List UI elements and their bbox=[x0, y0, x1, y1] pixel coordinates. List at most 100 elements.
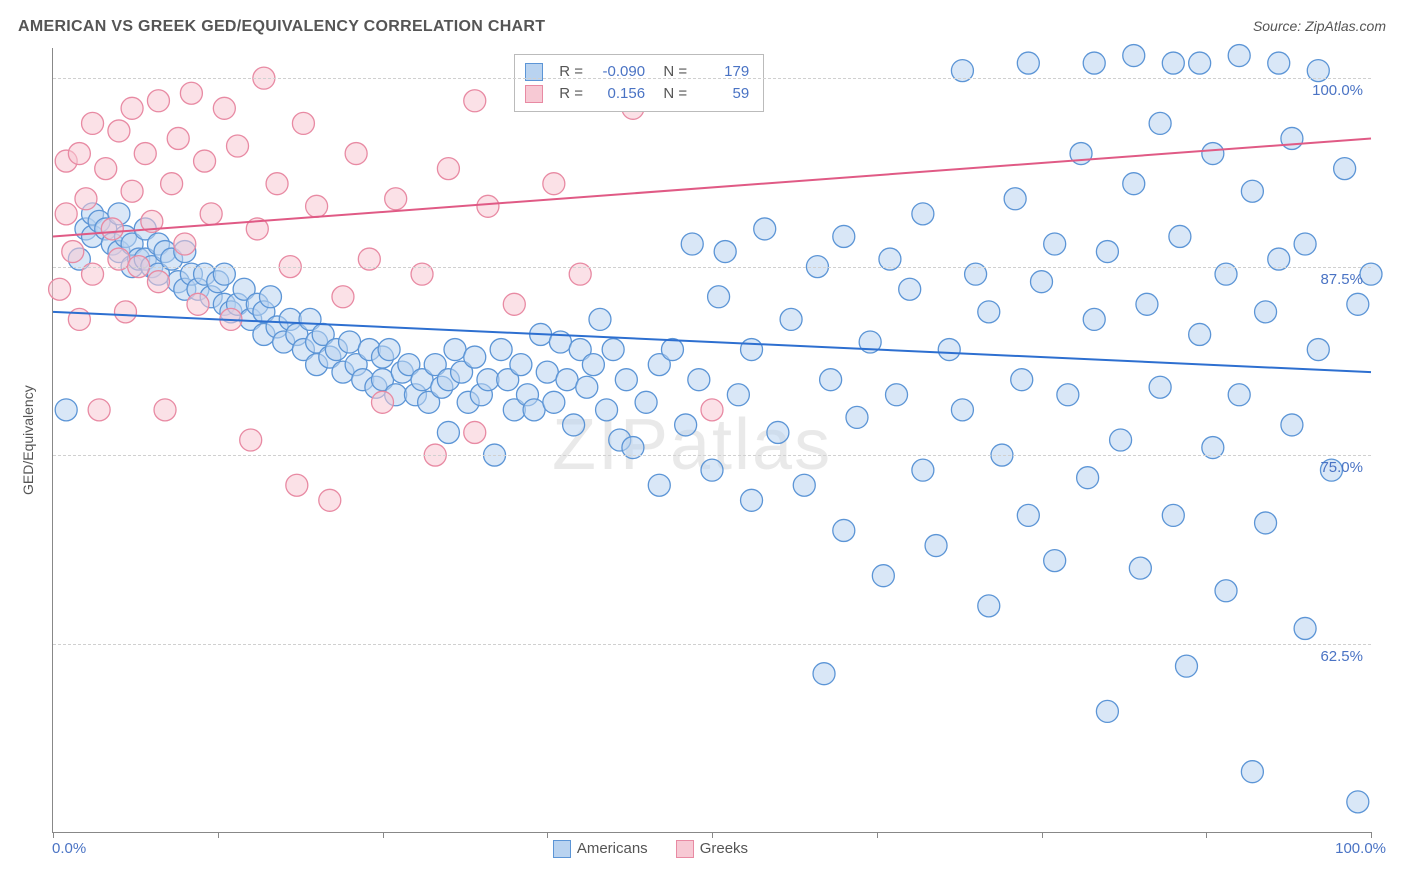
n-label: N = bbox=[655, 83, 687, 105]
data-point bbox=[372, 391, 394, 413]
data-point bbox=[1123, 45, 1145, 67]
data-point bbox=[701, 459, 723, 481]
data-point bbox=[82, 112, 104, 134]
y-tick-label: 75.0% bbox=[1320, 459, 1363, 476]
data-point bbox=[194, 150, 216, 172]
data-point bbox=[95, 158, 117, 180]
x-tick bbox=[1206, 832, 1207, 838]
data-point bbox=[1123, 173, 1145, 195]
data-point bbox=[1241, 761, 1263, 783]
series-legend: Americans Greeks bbox=[553, 840, 748, 858]
data-point bbox=[661, 339, 683, 361]
data-point bbox=[510, 354, 532, 376]
data-point bbox=[793, 474, 815, 496]
data-point bbox=[1281, 127, 1303, 149]
data-point bbox=[1347, 791, 1369, 813]
data-point bbox=[727, 384, 749, 406]
data-point bbox=[1004, 188, 1026, 210]
data-point bbox=[55, 203, 77, 225]
data-point bbox=[62, 241, 84, 263]
data-point bbox=[385, 188, 407, 210]
data-point bbox=[602, 339, 624, 361]
data-point bbox=[147, 90, 169, 112]
data-point bbox=[1215, 580, 1237, 602]
data-point bbox=[1110, 429, 1132, 451]
y-tick-label: 62.5% bbox=[1320, 648, 1363, 665]
data-point bbox=[464, 346, 486, 368]
data-point bbox=[167, 127, 189, 149]
data-point bbox=[378, 339, 400, 361]
data-point bbox=[899, 278, 921, 300]
data-point bbox=[701, 399, 723, 421]
x-tick bbox=[547, 832, 548, 838]
data-point bbox=[227, 135, 249, 157]
data-point bbox=[49, 278, 71, 300]
data-point bbox=[576, 376, 598, 398]
trend-line bbox=[53, 312, 1371, 372]
data-point bbox=[213, 97, 235, 119]
legend-item[interactable]: Americans bbox=[553, 840, 648, 858]
stats-legend: R =-0.090 N =179R =0.156 N =59 bbox=[514, 54, 764, 112]
gridline bbox=[53, 267, 1371, 268]
x-min-label: 0.0% bbox=[52, 840, 86, 857]
data-point bbox=[286, 474, 308, 496]
data-point bbox=[886, 384, 908, 406]
gridline bbox=[53, 644, 1371, 645]
r-label: R = bbox=[559, 61, 583, 83]
data-point bbox=[319, 489, 341, 511]
data-point bbox=[938, 339, 960, 361]
data-point bbox=[345, 143, 367, 165]
data-point bbox=[266, 173, 288, 195]
data-point bbox=[68, 143, 90, 165]
data-point bbox=[741, 489, 763, 511]
data-point bbox=[121, 97, 143, 119]
data-point bbox=[477, 369, 499, 391]
data-point bbox=[978, 301, 1000, 323]
data-point bbox=[925, 535, 947, 557]
data-point bbox=[820, 369, 842, 391]
data-point bbox=[767, 421, 789, 443]
data-point bbox=[563, 414, 585, 436]
data-point bbox=[978, 595, 1000, 617]
chart-container: AMERICAN VS GREEK GED/EQUIVALENCY CORREL… bbox=[0, 0, 1406, 892]
data-point bbox=[675, 414, 697, 436]
data-point bbox=[134, 143, 156, 165]
data-point bbox=[1294, 233, 1316, 255]
data-point bbox=[582, 354, 604, 376]
data-point bbox=[1083, 52, 1105, 74]
data-point bbox=[332, 286, 354, 308]
data-point bbox=[523, 399, 545, 421]
chart-svg bbox=[53, 48, 1371, 832]
n-value: 179 bbox=[697, 61, 749, 83]
data-point bbox=[437, 421, 459, 443]
data-point bbox=[1031, 271, 1053, 293]
x-tick bbox=[1042, 832, 1043, 838]
data-point bbox=[1011, 369, 1033, 391]
data-point bbox=[306, 195, 328, 217]
data-point bbox=[1241, 180, 1263, 202]
x-tick bbox=[712, 832, 713, 838]
data-point bbox=[174, 233, 196, 255]
plot-area: ZIPatlas R =-0.090 N =179R =0.156 N =59 … bbox=[52, 48, 1371, 833]
stats-row: R =0.156 N =59 bbox=[525, 83, 749, 105]
data-point bbox=[872, 565, 894, 587]
data-point bbox=[1347, 293, 1369, 315]
data-point bbox=[1162, 52, 1184, 74]
legend-swatch bbox=[525, 85, 543, 103]
data-point bbox=[688, 369, 710, 391]
data-point bbox=[741, 339, 763, 361]
n-value: 59 bbox=[697, 83, 749, 105]
data-point bbox=[437, 158, 459, 180]
r-label: R = bbox=[559, 83, 583, 105]
data-point bbox=[161, 173, 183, 195]
data-point bbox=[1169, 225, 1191, 247]
data-point bbox=[681, 233, 703, 255]
data-point bbox=[88, 399, 110, 421]
data-point bbox=[780, 308, 802, 330]
data-point bbox=[543, 173, 565, 195]
y-tick-label: 100.0% bbox=[1312, 82, 1363, 99]
data-point bbox=[1096, 700, 1118, 722]
data-point bbox=[1189, 323, 1211, 345]
legend-item[interactable]: Greeks bbox=[676, 840, 748, 858]
data-point bbox=[1228, 45, 1250, 67]
